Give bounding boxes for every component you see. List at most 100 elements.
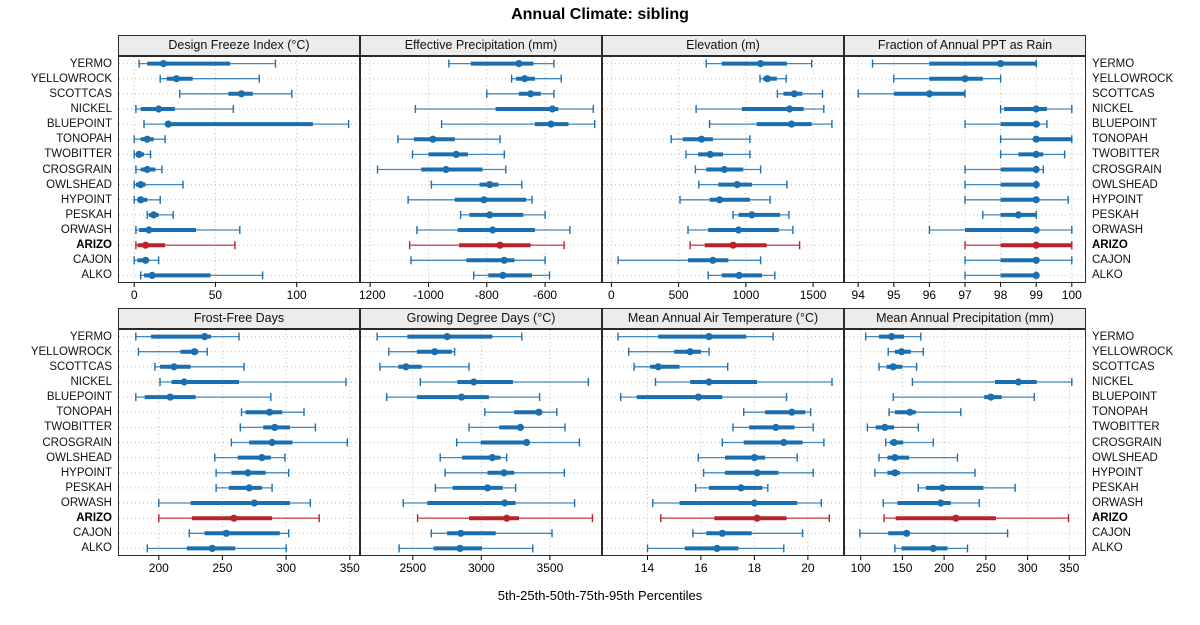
percentile-row-peskah	[694, 483, 769, 492]
x-axis-fraction-of-annual-ppt-as-rain: 94 95 96 97 98 99 100	[852, 283, 1082, 302]
percentile-row-scottcas	[486, 89, 555, 98]
percentile-row-twobitter	[133, 150, 152, 159]
x-axis-box-effective-precipitation-mm: -1200 -1000 -800 -600	[355, 283, 602, 303]
percentile-row-cajon	[430, 529, 553, 538]
svg-text:99: 99	[1030, 288, 1044, 302]
percentile-row-hypoint	[407, 195, 533, 204]
percentile-row-orwash	[135, 226, 241, 234]
svg-text:350: 350	[1059, 561, 1079, 575]
percentile-row-yermo	[865, 332, 922, 341]
site-label-right-scottcas: SCOTTCAS	[1092, 87, 1155, 100]
x-axis-growing-degree-days-c: 2500 3000 3500	[399, 556, 564, 575]
percentile-row-nickel	[999, 105, 1073, 113]
percentile-row-cajon	[410, 256, 546, 265]
svg-text:350: 350	[340, 561, 360, 575]
percentile-row-bluepoint	[135, 393, 272, 402]
percentile-row-bluepoint	[143, 120, 350, 129]
svg-text:95: 95	[887, 288, 901, 302]
percentile-row-yellowrock	[759, 74, 787, 83]
site-label-left-hypoint: HYPOINT	[60, 466, 112, 479]
site-label-left-crosgrain: CROSGRAIN	[42, 163, 112, 176]
percentile-row-orwash	[158, 499, 312, 507]
percentile-row-yellowrock	[510, 74, 562, 83]
percentile-row-bluepoint	[440, 120, 596, 129]
panel-strip-frost-free-days: Frost-Free Days	[118, 308, 360, 329]
svg-text:1500: 1500	[800, 288, 827, 302]
percentile-row-alko	[964, 271, 1040, 280]
panel-plot-frost-free-days	[118, 329, 360, 556]
percentile-row-alko	[146, 544, 287, 553]
percentile-row-yellowrock	[893, 74, 1002, 83]
percentile-row-crosgrain	[376, 165, 507, 174]
panel-plot-growing-degree-days-c	[360, 329, 602, 556]
site-label-right-yermo: YERMO	[1092, 57, 1135, 70]
percentile-row-hypoint	[215, 468, 290, 477]
percentile-row-arizo	[883, 514, 1070, 523]
panel-strip-mean-annual-precipitation-mm: Mean Annual Precipitation (mm)	[844, 308, 1086, 329]
percentile-row-scottcas	[776, 89, 824, 98]
svg-text:1000: 1000	[733, 288, 760, 302]
site-label-right-arizo: ARIZO	[1092, 239, 1128, 252]
svg-text:100: 100	[1062, 288, 1082, 302]
percentile-row-scottcas	[179, 89, 293, 98]
percentile-row-peskah	[146, 210, 174, 219]
percentile-row-scottcas	[633, 362, 729, 371]
percentile-row-yellowrock	[137, 347, 208, 356]
percentile-row-yermo	[135, 332, 240, 341]
svg-text:98: 98	[994, 288, 1008, 302]
panel-strip-elevation-m: Elevation (m)	[602, 35, 844, 56]
site-label-right-peskah: PESKAH	[1092, 208, 1139, 221]
site-label-right-tonopah: TONOPAH	[1092, 133, 1148, 146]
percentile-row-crosgrain	[230, 438, 349, 447]
site-label-left-yellowrock: YELLOWROCK	[30, 345, 112, 358]
svg-text:3500: 3500	[537, 561, 564, 575]
percentile-row-bluepoint	[620, 393, 788, 402]
site-label-left-owlshead: OWLSHEAD	[46, 451, 112, 464]
percentile-row-orwash	[882, 499, 980, 507]
percentile-row-orwash	[402, 499, 576, 507]
panel-mean-annual-air-temperature-c	[602, 329, 844, 556]
percentile-row-yermo	[448, 59, 555, 68]
percentile-row-nickel	[695, 105, 825, 113]
percentile-row-crosgrain	[135, 165, 163, 174]
panel-frost-free-days	[118, 329, 360, 556]
svg-text:250: 250	[976, 561, 996, 575]
percentile-row-yellowrock	[159, 74, 261, 83]
site-label-right-orwash: ORWASH	[1092, 224, 1144, 236]
site-label-right-tonopah: TONOPAH	[1092, 406, 1148, 419]
site-label-right-arizo: ARIZO	[1092, 512, 1128, 525]
site-label-left-cajon: CAJON	[73, 254, 112, 267]
percentile-row-owlshead	[698, 180, 788, 189]
site-label-right-cajon: CAJON	[1092, 254, 1131, 267]
percentile-row-bluepoint	[386, 393, 541, 402]
percentile-row-yermo	[617, 332, 774, 341]
panel-plot-elevation-m	[602, 56, 844, 283]
site-label-right-orwash: ORWASH	[1092, 497, 1144, 509]
site-label-left-yermo: YERMO	[69, 330, 112, 343]
site-label-left-bluepoint: BLUEPOINT	[46, 391, 112, 404]
percentile-row-cajon	[188, 529, 290, 538]
site-label-left-bluepoint: BLUEPOINT	[46, 118, 112, 131]
svg-text:3000: 3000	[468, 561, 495, 575]
x-axis-elevation-m: 0 500 1000 1500	[608, 283, 827, 302]
svg-text:97: 97	[958, 288, 972, 302]
site-label-left-peskah: PESKAH	[65, 481, 112, 494]
site-label-right-yermo: YERMO	[1092, 330, 1135, 343]
svg-text:200: 200	[934, 561, 954, 575]
svg-text:2500: 2500	[399, 561, 426, 575]
svg-text:150: 150	[892, 561, 912, 575]
percentile-row-crosgrain	[964, 165, 1045, 174]
svg-text:100: 100	[287, 288, 307, 302]
x-axis-effective-precipitation-mm: -1200 -1000 -800 -600	[355, 283, 557, 302]
site-label-right-peskah: PESKAH	[1092, 481, 1139, 494]
svg-text:100: 100	[851, 561, 871, 575]
site-label-right-crosgrain: CROSGRAIN	[1092, 163, 1162, 176]
percentile-row-tonopah	[484, 408, 558, 417]
site-label-right-hypoint: HYPOINT	[1092, 193, 1144, 206]
percentile-row-yermo	[705, 59, 813, 68]
percentile-row-nickel	[419, 378, 590, 386]
site-label-left-nickel: NICKEL	[70, 376, 112, 388]
percentile-row-yellowrock	[887, 347, 925, 356]
percentile-row-nickel	[414, 105, 595, 113]
